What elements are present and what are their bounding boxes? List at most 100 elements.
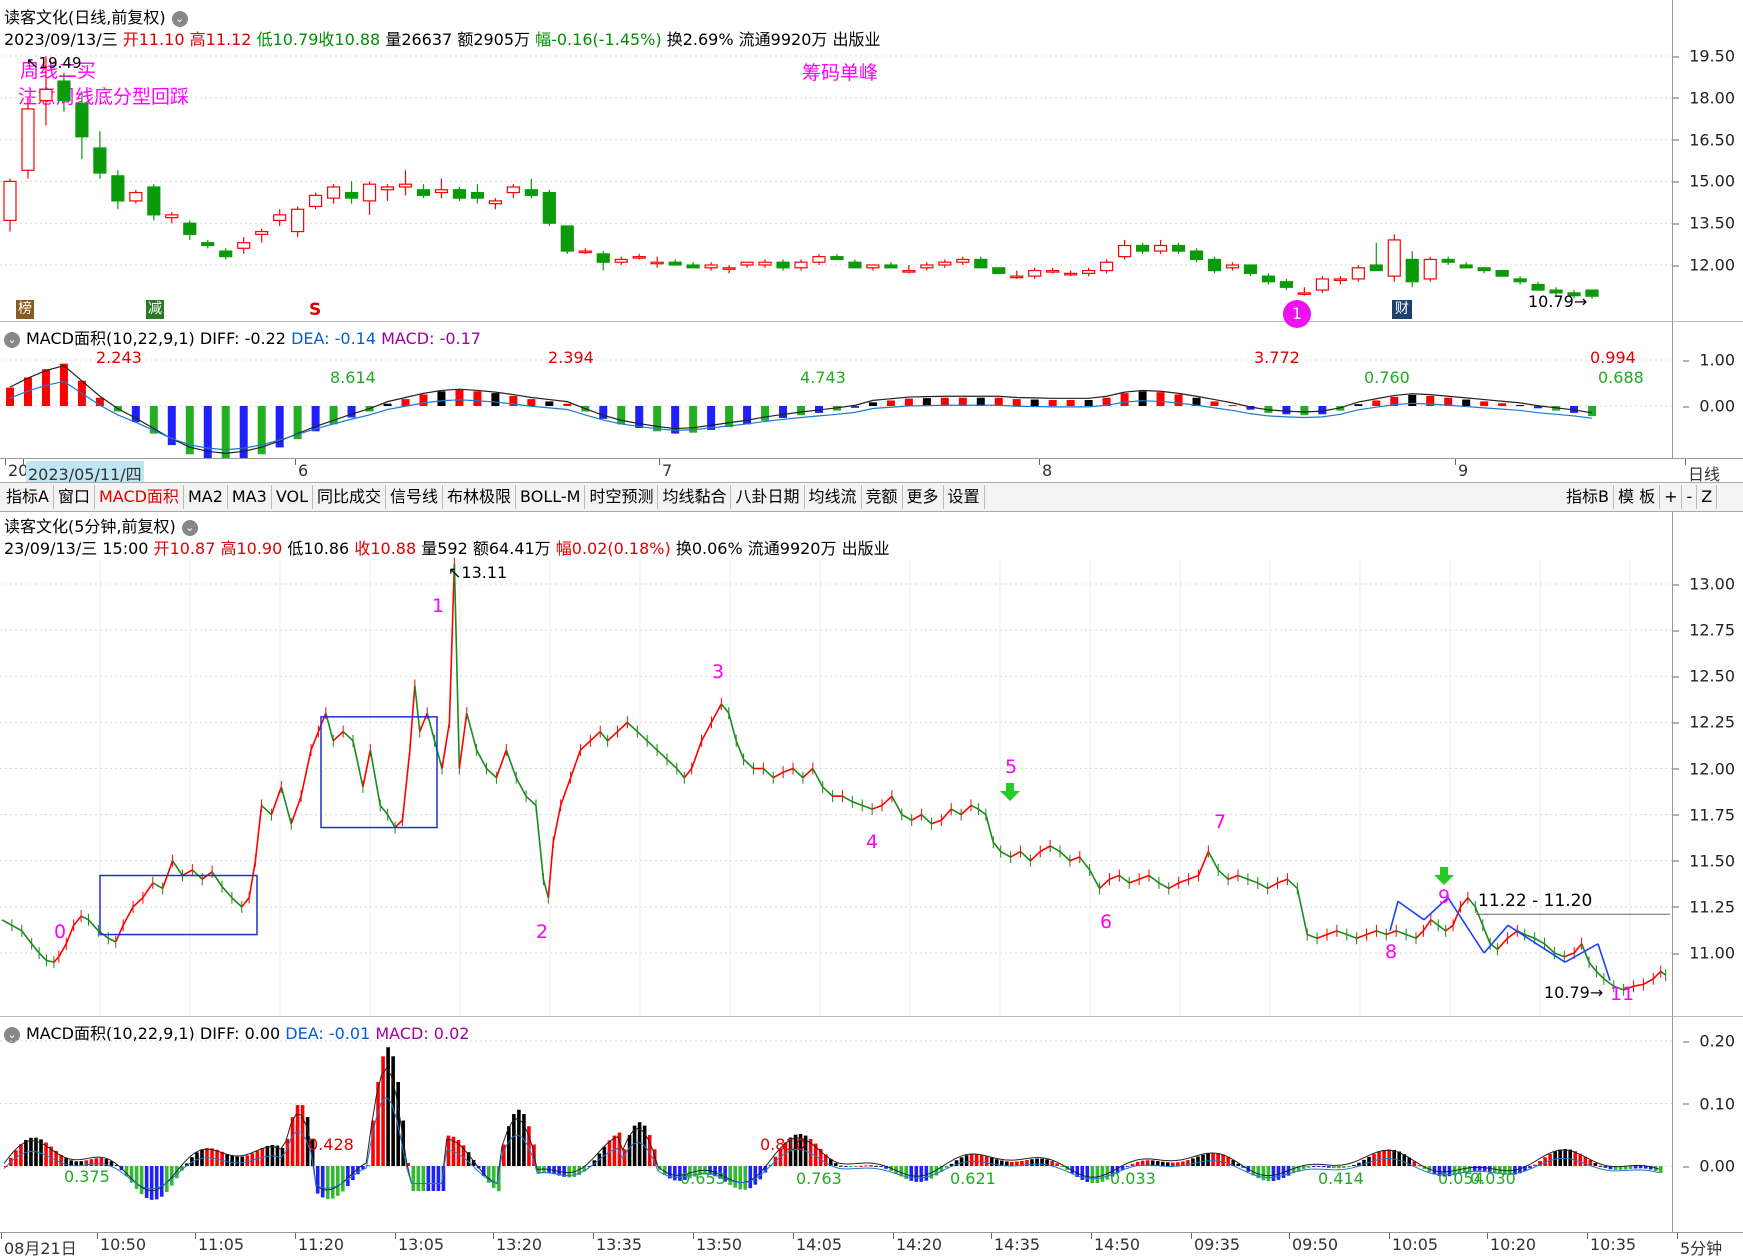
- chevron-down-icon[interactable]: ⌄: [181, 519, 198, 536]
- toolbar-item-2[interactable]: MACD面积: [95, 485, 184, 509]
- chevron-down-icon[interactable]: ⌄: [4, 1026, 20, 1043]
- candle-body: [902, 269, 916, 273]
- macd-bar: [1311, 1166, 1316, 1168]
- macd-area-label: 8.614: [330, 368, 376, 387]
- toolbar-item-7[interactable]: 信号线: [386, 485, 444, 509]
- macd-diff: DIFF: 0.00: [199, 1024, 281, 1043]
- daily-macd-header: ⌄ MACD面积(10,22,9,1) DIFF: -0.22 DEA: -0.1…: [4, 325, 481, 349]
- price-segment: [1437, 924, 1447, 932]
- info-volume: 量26637: [385, 30, 453, 49]
- macd-bar: [1156, 392, 1165, 406]
- price-segment: [485, 767, 497, 779]
- macd-bar: [1080, 1166, 1085, 1180]
- wave-label: 2: [536, 921, 549, 943]
- toolbar-item-13[interactable]: 均线流: [805, 485, 862, 509]
- toolbar-item-14[interactable]: 竞额: [862, 485, 903, 509]
- toolbar-item-11[interactable]: 均线黏合: [658, 485, 732, 509]
- toolbar-item-5[interactable]: VOL: [272, 485, 313, 509]
- badge-one[interactable]: 1: [1283, 300, 1311, 328]
- macd-bar: [74, 1161, 79, 1166]
- price-segment: [542, 878, 550, 898]
- toolbar-right-item-0[interactable]: 指标B: [1562, 485, 1614, 509]
- macd-bar: [315, 1166, 320, 1194]
- macd-bar: [1480, 401, 1489, 406]
- macd-bar: [844, 1166, 848, 1167]
- toolbar-right-item-1[interactable]: 模 板: [1614, 485, 1661, 509]
- badge-bang[interactable]: 榜: [16, 300, 34, 319]
- chevron-down-icon[interactable]: ⌄: [171, 10, 188, 27]
- price-segment: [1459, 897, 1469, 908]
- macd-bar: [1633, 1166, 1638, 1169]
- macd-bar: [1422, 1166, 1427, 1170]
- macd-bar: [1075, 1166, 1080, 1177]
- badge-jian[interactable]: 减: [146, 300, 164, 319]
- axis-tick-label: 19.50: [1673, 46, 1735, 66]
- macd-bar: [1462, 399, 1471, 406]
- toolbar-right-item-2[interactable]: +: [1660, 485, 1683, 509]
- wave-label: 8: [1385, 941, 1398, 963]
- price-segment: [142, 882, 154, 899]
- period-label[interactable]: 5分钟: [1676, 1233, 1722, 1259]
- macd-bar: [1392, 1149, 1396, 1166]
- candle-body: [1531, 283, 1545, 291]
- macd-bar: [653, 406, 662, 432]
- macd-bar: [527, 1126, 531, 1166]
- price-segment: [1588, 961, 1598, 972]
- macd-bar: [1548, 1153, 1552, 1166]
- price-segment: [1633, 983, 1644, 987]
- macd-bar: [1643, 1166, 1648, 1169]
- period-label[interactable]: 日线: [1684, 459, 1720, 485]
- macd-bar: [396, 1082, 400, 1166]
- toolbar-item-9[interactable]: BOLL-M: [516, 485, 586, 509]
- price-segment: [414, 685, 421, 732]
- toolbar-right-item-4[interactable]: Z: [1697, 485, 1718, 509]
- macd-bar: [899, 1166, 903, 1177]
- price-segment: [535, 805, 545, 880]
- macd-value: MACD: 0.02: [375, 1024, 470, 1043]
- candle-body: [147, 186, 161, 216]
- toolbar-right-item-3[interactable]: -: [1682, 485, 1698, 509]
- toolbar-item-6[interactable]: 同比成交: [313, 485, 386, 509]
- macd-bar: [797, 406, 806, 416]
- price-segment: [401, 749, 411, 821]
- price-segment: [1652, 970, 1662, 980]
- macd-bar: [1135, 1161, 1140, 1166]
- wave-label: 7: [1214, 811, 1227, 833]
- price-segment: [1010, 850, 1021, 858]
- candle-body: [542, 191, 556, 224]
- info-change: 幅0.02(0.18%): [555, 539, 671, 558]
- price-segment: [1405, 933, 1417, 939]
- price-segment: [743, 758, 755, 770]
- badge-s[interactable]: S: [309, 300, 322, 320]
- candle-body: [219, 250, 233, 258]
- macd-bar: [738, 1166, 743, 1190]
- candle-body: [758, 261, 772, 266]
- candle-body: [111, 175, 125, 202]
- toolbar-item-3[interactable]: MA2: [184, 485, 228, 509]
- macd-bar: [1472, 1166, 1477, 1171]
- macd-bar: [1408, 394, 1417, 406]
- price-segment: [31, 943, 40, 954]
- macd-bar: [1210, 401, 1219, 406]
- price-segment: [1366, 930, 1377, 936]
- toolbar-item-10[interactable]: 时空预测: [585, 485, 659, 509]
- daily-price-axis: 19.50 18.00 16.50 15.00 13.50 12.00: [1672, 0, 1743, 321]
- toolbar-item-0[interactable]: 指标A: [2, 485, 54, 509]
- toolbar-item-4[interactable]: MA3: [228, 485, 272, 509]
- toolbar-item-1[interactable]: 窗口: [54, 485, 95, 509]
- toolbar-item-8[interactable]: 布林极限: [443, 485, 517, 509]
- toolbar-item-16[interactable]: 设置: [944, 485, 985, 509]
- candle-body: [668, 261, 682, 266]
- badge-cai[interactable]: 财: [1392, 300, 1412, 319]
- macd-bar: [109, 1161, 114, 1166]
- macd-bar: [1236, 1163, 1241, 1166]
- macd-bar: [673, 1166, 677, 1181]
- price-segment: [901, 813, 913, 821]
- toolbar-item-15[interactable]: 更多: [903, 485, 944, 509]
- chevron-down-icon[interactable]: ⌄: [4, 331, 20, 348]
- candle-body: [1567, 292, 1581, 297]
- macd-bar: [275, 1145, 280, 1166]
- candle-body: [1423, 258, 1437, 280]
- macd-bar: [1125, 1166, 1130, 1167]
- toolbar-item-12[interactable]: 八卦日期: [731, 485, 805, 509]
